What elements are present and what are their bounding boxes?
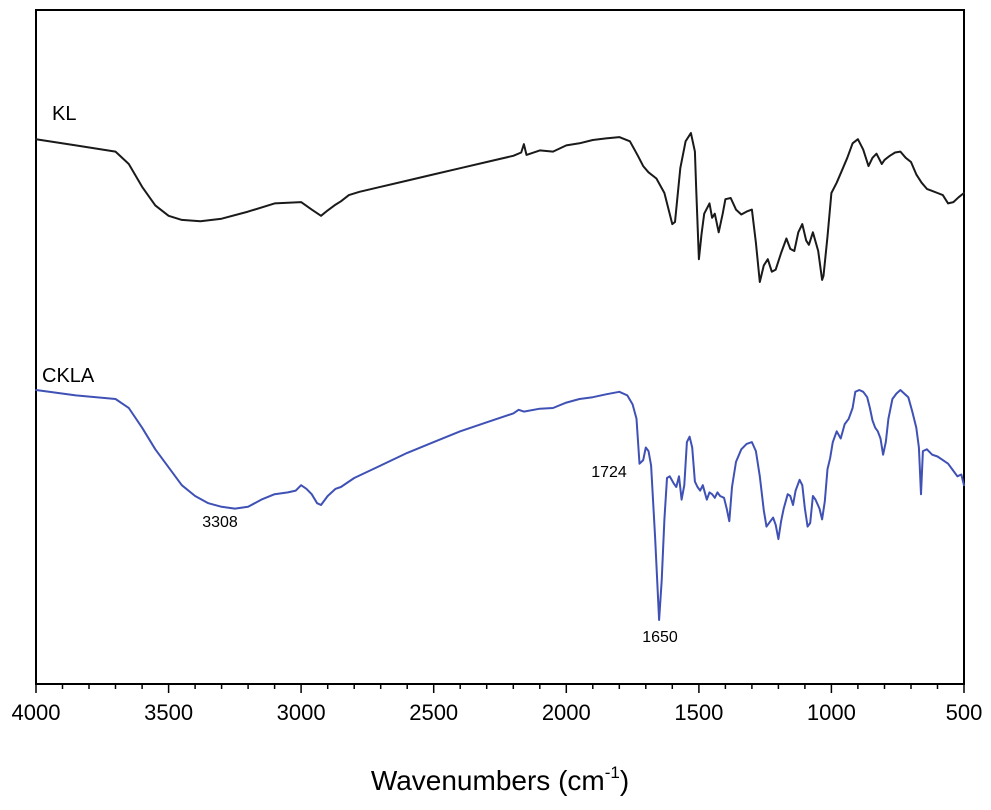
x-axis-title-main: Wavenumbers (cm: [371, 765, 605, 796]
x-axis-title-close: ): [620, 765, 629, 796]
series-line-ckla: [35, 389, 965, 621]
series-label-ckla: CKLA: [42, 365, 95, 387]
series-line-kl: [35, 132, 965, 283]
x-tick-label-1000: 1000: [807, 700, 856, 725]
x-tick-label-4000: 4000: [12, 700, 61, 725]
x-tick-label-500: 500: [946, 700, 983, 725]
annotation-peak-3308: 3308: [202, 514, 238, 531]
x-tick-label-1500: 1500: [674, 700, 723, 725]
x-tick-label-2000: 2000: [542, 700, 591, 725]
series-layer: [35, 132, 965, 621]
annotation-peak-1724: 1724: [591, 464, 627, 481]
x-tick-label-3500: 3500: [144, 700, 193, 725]
x-axis-title-superscript: -1: [605, 763, 620, 782]
series-label-kl: KL: [52, 103, 76, 125]
x-axis-title: Wavenumbers (cm-1): [371, 763, 629, 796]
x-tick-label-3000: 3000: [277, 700, 326, 725]
annotation-peak-1650: 1650: [642, 629, 678, 646]
x-axis-ticks: 4000 3500 3000 2500 2000 1500 1000 500: [12, 684, 983, 725]
x-tick-label-2500: 2500: [409, 700, 458, 725]
plot-frame: [35, 9, 965, 685]
